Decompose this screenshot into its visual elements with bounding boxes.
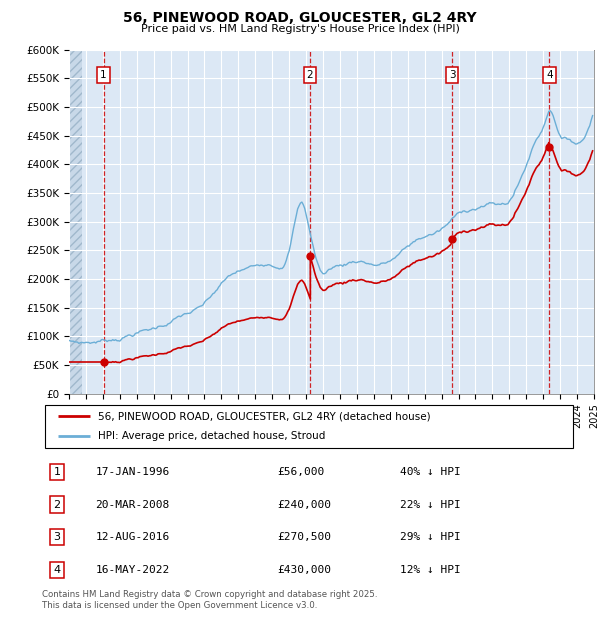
FancyBboxPatch shape: [44, 405, 574, 448]
Text: 3: 3: [449, 71, 455, 81]
Text: 1: 1: [53, 467, 61, 477]
Text: 12% ↓ HPI: 12% ↓ HPI: [400, 565, 461, 575]
Text: 3: 3: [53, 532, 61, 542]
Text: 16-MAY-2022: 16-MAY-2022: [95, 565, 170, 575]
Text: 12-AUG-2016: 12-AUG-2016: [95, 532, 170, 542]
Text: 22% ↓ HPI: 22% ↓ HPI: [400, 500, 461, 510]
Text: £430,000: £430,000: [277, 565, 331, 575]
Text: 56, PINEWOOD ROAD, GLOUCESTER, GL2 4RY: 56, PINEWOOD ROAD, GLOUCESTER, GL2 4RY: [123, 11, 477, 25]
Text: 4: 4: [53, 565, 61, 575]
Bar: [69, 50, 82, 394]
Text: Contains HM Land Registry data © Crown copyright and database right 2025.
This d: Contains HM Land Registry data © Crown c…: [42, 590, 377, 609]
Text: Price paid vs. HM Land Registry's House Price Index (HPI): Price paid vs. HM Land Registry's House …: [140, 24, 460, 33]
Text: £56,000: £56,000: [277, 467, 324, 477]
Text: 20-MAR-2008: 20-MAR-2008: [95, 500, 170, 510]
Text: 4: 4: [546, 71, 553, 81]
Text: £270,500: £270,500: [277, 532, 331, 542]
Text: 40% ↓ HPI: 40% ↓ HPI: [400, 467, 461, 477]
Text: 2: 2: [307, 71, 313, 81]
Text: 2: 2: [53, 500, 61, 510]
Text: 17-JAN-1996: 17-JAN-1996: [95, 467, 170, 477]
Text: 29% ↓ HPI: 29% ↓ HPI: [400, 532, 461, 542]
Text: 56, PINEWOOD ROAD, GLOUCESTER, GL2 4RY (detached house): 56, PINEWOOD ROAD, GLOUCESTER, GL2 4RY (…: [98, 411, 431, 421]
Text: 1: 1: [100, 71, 107, 81]
Text: HPI: Average price, detached house, Stroud: HPI: Average price, detached house, Stro…: [98, 432, 325, 441]
Text: £240,000: £240,000: [277, 500, 331, 510]
